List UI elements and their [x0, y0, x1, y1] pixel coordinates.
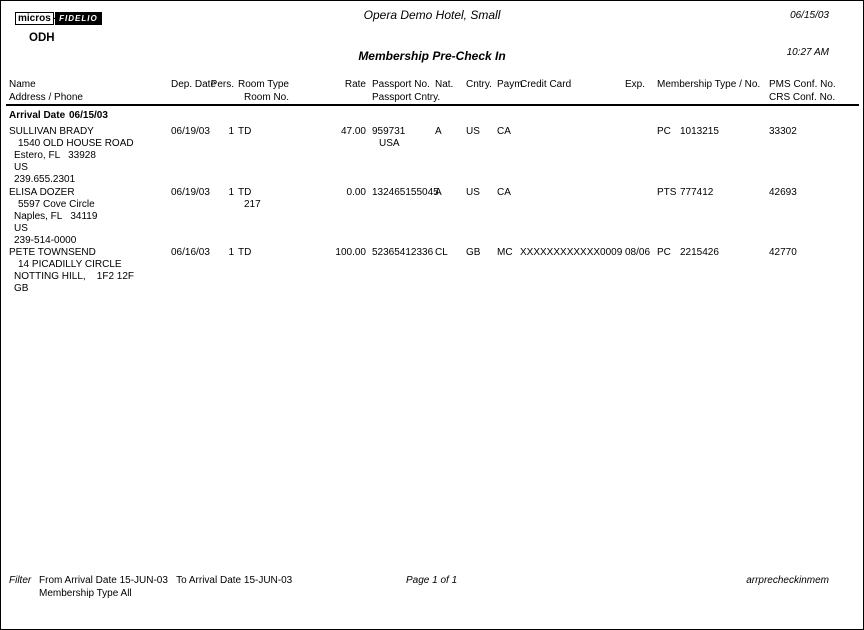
col-header-credit-card: Credit Card	[520, 79, 572, 90]
col-header-passport-cntry: Passport Cntry.	[372, 92, 441, 103]
guest-name: ELISA DOZER	[9, 187, 75, 198]
address-line: Estero, FL 33928	[14, 150, 96, 161]
room-type: TD	[238, 126, 252, 137]
room-no: 217	[244, 199, 261, 210]
col-header-cntry: Cntry.	[466, 79, 492, 90]
col-header-room-type: Room Type	[238, 79, 289, 90]
room-type: TD	[238, 247, 252, 258]
dep-date: 06/16/03	[171, 247, 210, 258]
pms-conf-no: 33302	[769, 126, 797, 137]
rate: 100.00	[335, 247, 366, 258]
pers-count: 1	[228, 247, 234, 258]
country: US	[466, 187, 480, 198]
phone-line: 239.655.2301	[14, 174, 76, 185]
credit-card-no: XXXXXXXXXXXX0009	[520, 247, 623, 258]
address-line: NOTTING HILL, 1F2 12F	[14, 271, 135, 282]
col-header-exp: Exp.	[625, 79, 646, 90]
payment-method: CA	[497, 126, 511, 137]
page-indicator: Page 1 of 1	[406, 575, 458, 586]
fidelio-logo-text: FIDELIO	[55, 12, 102, 25]
micros-fidelio-logo: micros - FIDELIO	[15, 12, 102, 25]
print-time: 10:27 AM	[786, 47, 829, 58]
hotel-name: Opera Demo Hotel, Small	[363, 8, 501, 22]
passport-no: 52365412336	[372, 247, 434, 258]
membership-type: PC	[657, 126, 671, 137]
logo-hyphen: -	[52, 13, 57, 24]
dep-date: 06/19/03	[171, 126, 210, 137]
col-header-pms-conf: PMS Conf. No.	[769, 79, 836, 90]
col-header-room-no: Room No.	[244, 92, 290, 103]
report-id: arrprecheckinmem	[746, 575, 829, 586]
address-line: 5597 Cove Circle	[18, 199, 95, 210]
membership-no: 777412	[680, 187, 714, 198]
col-header-nat: Nat.	[435, 79, 454, 90]
address-line: Naples, FL 34119	[14, 211, 98, 222]
pers-count: 1	[228, 187, 234, 198]
nationality: A	[435, 126, 442, 137]
room-type: TD	[238, 187, 252, 198]
dep-date: 06/19/03	[171, 187, 210, 198]
membership-no: 1013215	[680, 126, 719, 137]
membership-type: PC	[657, 247, 671, 258]
pers-count: 1	[228, 126, 234, 137]
property-code: ODH	[29, 32, 55, 44]
col-header-passport-no: Passport No.	[372, 79, 430, 90]
filter-label: Filter	[9, 575, 32, 586]
print-date: 06/15/03	[790, 10, 829, 21]
address-line: US	[14, 162, 28, 173]
guest-name: SULLIVAN BRADY	[9, 126, 94, 137]
country: US	[466, 126, 480, 137]
address-line: GB	[14, 283, 29, 294]
pms-conf-no: 42770	[769, 247, 797, 258]
country: GB	[466, 247, 481, 258]
payment-method: MC	[497, 247, 513, 258]
card-expiry: 08/06	[625, 247, 651, 258]
col-header-pers: Pers.	[210, 79, 234, 90]
group-date: 06/15/03	[69, 110, 108, 121]
micros-logo-text: micros	[15, 12, 54, 25]
address-line: 1540 OLD HOUSE ROAD	[18, 138, 134, 149]
header-rule	[6, 104, 859, 106]
col-header-address-phone: Address / Phone	[9, 92, 83, 103]
membership-no: 2215426	[680, 247, 719, 258]
membership-type: PTS	[657, 187, 677, 198]
col-header-name: Name	[9, 79, 36, 90]
passport-cntry: USA	[379, 138, 400, 149]
col-header-paym: Paym.	[497, 79, 526, 90]
guest-name: PETE TOWNSEND	[9, 247, 96, 258]
address-line: 14 PICADILLY CIRCLE	[18, 259, 122, 270]
nationality: CL	[435, 247, 448, 258]
col-header-rate: Rate	[344, 79, 366, 90]
passport-no: 959731	[372, 126, 406, 137]
phone-line: 239-514-0000	[14, 235, 77, 246]
col-header-dep-date: Dep. Date	[171, 79, 217, 90]
passport-no: 132465155045	[372, 187, 439, 198]
filter-line-2: Membership Type All	[39, 588, 132, 599]
payment-method: CA	[497, 187, 511, 198]
address-line: US	[14, 223, 28, 234]
page-title: Membership Pre-Check In	[358, 49, 506, 63]
filter-line-1: From Arrival Date 15-JUN-03 To Arrival D…	[39, 575, 293, 586]
pms-conf-no: 42693	[769, 187, 797, 198]
nationality: A	[435, 187, 442, 198]
col-header-membership: Membership Type / No.	[657, 79, 761, 90]
col-header-crs-conf: CRS Conf. No.	[769, 92, 836, 103]
group-label: Arrival Date	[9, 110, 66, 121]
rate: 47.00	[340, 126, 366, 137]
rate: 0.00	[346, 187, 366, 198]
